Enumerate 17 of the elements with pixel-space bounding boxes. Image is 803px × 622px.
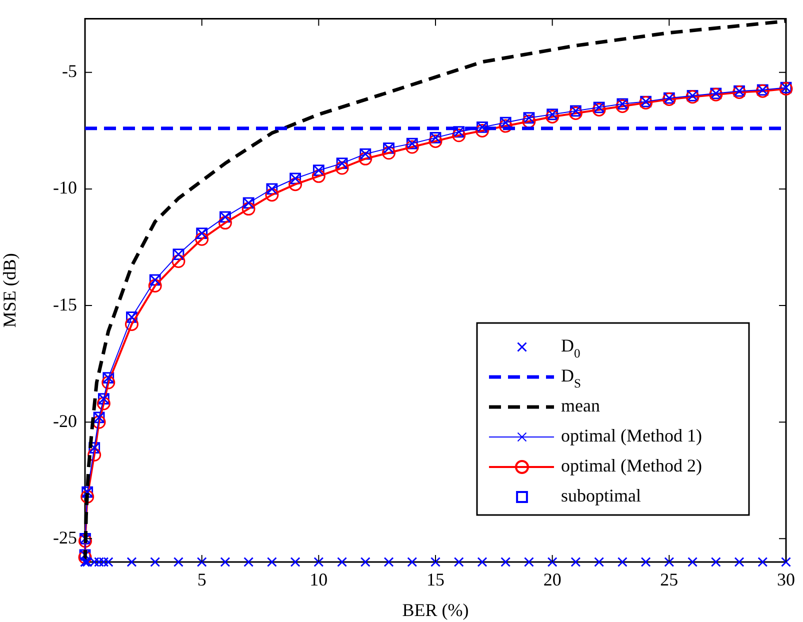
x-tick-label: 30 <box>777 570 795 590</box>
y-axis-title: MSE (dB) <box>0 253 20 328</box>
y-tick-label: -20 <box>53 410 77 431</box>
y-tick-label: -5 <box>62 61 77 82</box>
x-tick-label: 15 <box>426 570 444 590</box>
legend-label: suboptimal <box>561 486 641 506</box>
y-tick-label: -15 <box>53 294 77 314</box>
legend-label: optimal (Method 2) <box>561 456 702 476</box>
x-tick-label: 25 <box>660 570 678 590</box>
x-tick-label: 10 <box>310 570 328 590</box>
legend-label: optimal (Method 1) <box>561 426 702 446</box>
x-axis-title: BER (%) <box>402 600 469 620</box>
x-tick-label: 20 <box>543 570 562 590</box>
x-tick-label: 5 <box>197 570 206 590</box>
legend-label: mean <box>561 396 600 416</box>
y-tick-label: -10 <box>53 178 77 198</box>
y-tick-label: -25 <box>53 527 77 548</box>
